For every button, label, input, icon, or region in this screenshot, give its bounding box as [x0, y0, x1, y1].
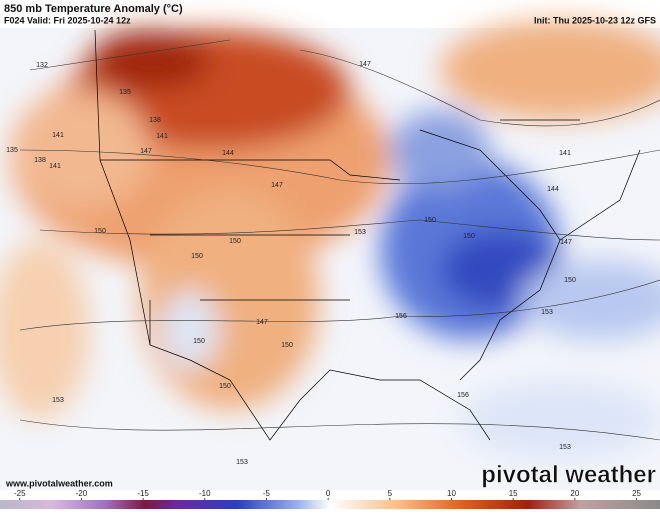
boundaries [94, 29, 641, 441]
anomaly-field [0, 20, 660, 490]
colorbar-tick-label: -25 [14, 489, 26, 498]
colorbar-tick-label: -5 [263, 489, 271, 498]
contour-label: 150 [281, 342, 293, 349]
contour-label: 141 [156, 133, 168, 140]
contour-label: 150 [94, 228, 106, 235]
contour-label: 138 [34, 157, 46, 164]
colorbar-tick-label: 10 [447, 489, 456, 498]
contour-label: 150 [229, 238, 241, 245]
contour-label: 147 [271, 182, 283, 189]
contour-label: 135 [119, 89, 131, 96]
contour-label: 150 [463, 233, 475, 240]
contour-label: 150 [193, 338, 205, 345]
contour-label: 135 [6, 147, 18, 154]
contour-label: 147 [560, 239, 572, 246]
colorbar-tick-label: 0 [326, 489, 331, 498]
colorbar-tick-label: 15 [509, 489, 518, 498]
contour-label: 156 [395, 313, 407, 320]
colorbar-tick-label: -10 [199, 489, 211, 498]
contour-label: 147 [256, 319, 268, 326]
contour-label: 156 [457, 392, 469, 399]
website: www.pivotalweather.com [5, 478, 113, 488]
contour-label: 150 [191, 253, 203, 260]
valid-time: F024 Valid: Fri 2025-10-24 12z [4, 15, 131, 25]
contour-label: 132 [36, 62, 48, 69]
contour-label: 141 [559, 150, 571, 157]
contour-label: 153 [52, 397, 64, 404]
colorbar-tick-label: -15 [137, 489, 149, 498]
colorbar-tick-label: 20 [570, 489, 579, 498]
contour-label: 147 [359, 61, 371, 68]
contour-label: 153 [541, 309, 553, 316]
init-time: Init: Thu 2025-10-23 12z GFS [534, 15, 656, 25]
contour-label: 150 [564, 277, 576, 284]
contour-label: 150 [219, 383, 231, 390]
colorbar-tick-label: 25 [632, 489, 641, 498]
contour-label: 141 [49, 163, 61, 170]
contour-label: 153 [354, 229, 366, 236]
watermark: pivotal weather [481, 461, 656, 488]
contour-label: 144 [547, 186, 559, 193]
height-contours [19, 39, 660, 441]
colorbar-tick-label: -20 [76, 489, 88, 498]
contour-label: 147 [140, 148, 152, 155]
contour-label: 150 [424, 217, 436, 224]
contour-label: 144 [222, 150, 234, 157]
title: 850 mb Temperature Anomaly (°C) [4, 3, 183, 15]
contour-label: 153 [559, 444, 571, 451]
colorbar-tick-label: 5 [388, 489, 393, 498]
contour-label: 153 [236, 459, 248, 466]
contour-label: 141 [52, 132, 64, 139]
colorbar-ticks: -25 -20 -15 -10 -5 0 5 10 15 20 25 [14, 489, 642, 500]
contour-label: 138 [149, 117, 161, 124]
contour-labels: 132 135 138 141 141 144 147 147 150 150 … [6, 61, 576, 466]
colorbar [0, 500, 660, 509]
